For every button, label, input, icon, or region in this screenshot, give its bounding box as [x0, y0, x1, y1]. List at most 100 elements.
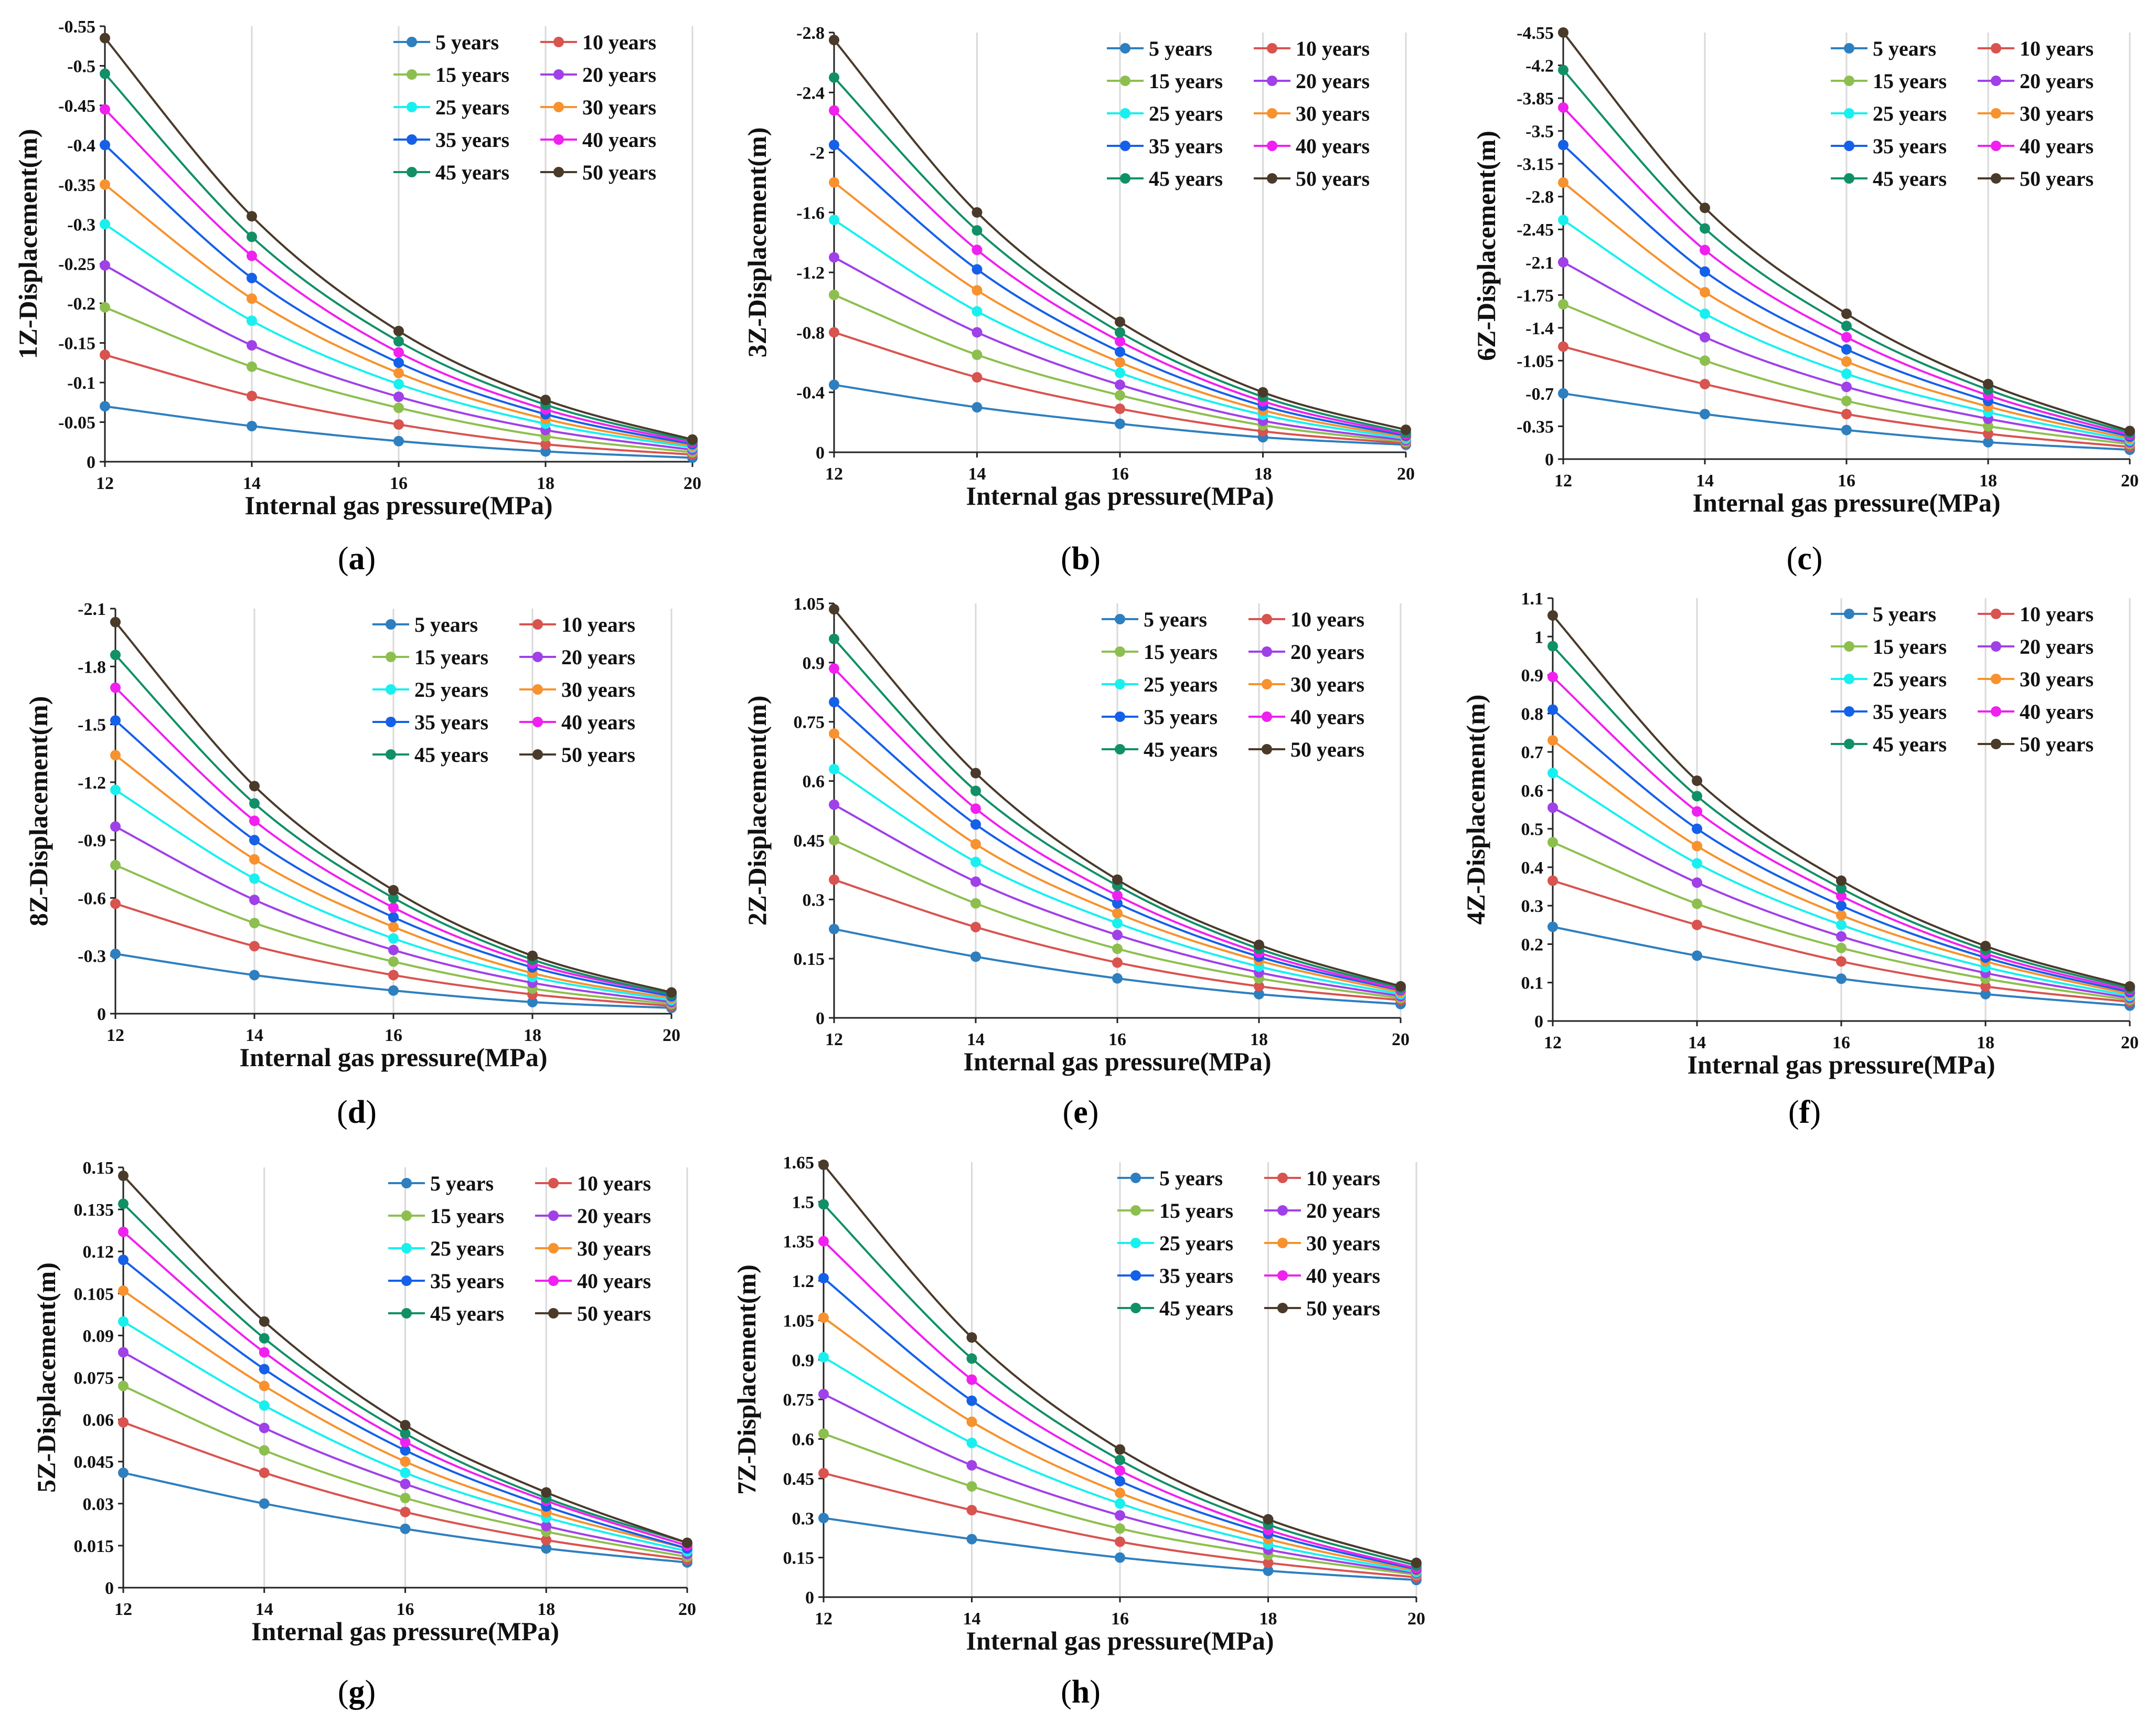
legend-label: 40 years [1296, 134, 1370, 158]
data-point [249, 941, 260, 952]
legend-label: 25 years [435, 95, 509, 119]
legend-marker [1267, 141, 1277, 151]
legend-marker [532, 717, 543, 727]
y-axis-title: 8Z-Displacement(m) [24, 696, 53, 927]
data-point [1115, 316, 1125, 327]
data-point [110, 650, 121, 661]
data-point [249, 895, 260, 906]
legend-marker [407, 69, 417, 80]
legend-marker [1277, 1205, 1288, 1216]
data-point [1115, 403, 1125, 414]
data-point [1115, 1465, 1125, 1476]
y-tick-label: 0 [105, 1579, 114, 1598]
series-line [104, 37, 693, 441]
data-point [1115, 418, 1125, 429]
legend-marker [1844, 739, 1854, 749]
legend-marker [532, 619, 543, 630]
data-point [400, 1456, 411, 1467]
x-tick-label: 20 [684, 474, 701, 493]
data-point [1547, 802, 1558, 813]
y-tick-label: 0.105 [74, 1284, 114, 1304]
data-point [118, 1171, 129, 1182]
legend-label: 30 years [561, 678, 635, 701]
legend-marker [1991, 76, 2001, 86]
series-line [122, 1203, 688, 1544]
y-tick-label: -1.5 [78, 716, 106, 735]
data-point [972, 264, 983, 275]
data-point [818, 1312, 829, 1323]
legend-label: 25 years [1144, 673, 1218, 696]
y-tick-label: 0.015 [74, 1537, 114, 1556]
y-tick-label: -0.6 [78, 889, 106, 908]
data-point [247, 421, 257, 432]
x-tick-label: 20 [2121, 471, 2139, 491]
data-point [247, 340, 257, 351]
data-point [1841, 356, 1852, 367]
data-point [118, 1285, 129, 1296]
data-point [1112, 943, 1123, 954]
y-tick-label: 0 [87, 453, 95, 472]
legend-marker [1844, 141, 1854, 151]
data-point [970, 951, 981, 962]
panel-d: 0 -0.3 -0.6 -0.9 -1.2 -1.5 -1.8 -2.1 12 14 16 18 20 I… [24, 600, 680, 1130]
panel-caption-letter: g [349, 1674, 365, 1710]
data-point [1547, 735, 1558, 746]
legend-label: 30 years [582, 95, 656, 119]
x-tick-label: 18 [1977, 1033, 1994, 1052]
panel-caption: (h) [1061, 1674, 1101, 1710]
legend-marker [1120, 76, 1130, 86]
y-tick-label: 0.3 [1521, 897, 1544, 916]
legend-label: 50 years [1306, 1296, 1380, 1320]
y-tick-label: 1.2 [792, 1272, 815, 1291]
data-point [829, 215, 839, 226]
legend-marker [1991, 173, 2001, 184]
y-tick-label: 1.05 [794, 594, 825, 614]
legend-marker [1844, 706, 1854, 717]
legend-label: 10 years [1290, 608, 1364, 631]
legend-label: 20 years [582, 63, 656, 87]
legend-marker [548, 1308, 559, 1319]
data-point [966, 1395, 977, 1406]
data-point [1700, 286, 1710, 297]
legend-marker [1130, 1270, 1141, 1281]
data-point [249, 835, 260, 846]
legend-label: 25 years [1873, 102, 1947, 125]
data-point [1558, 177, 1568, 188]
data-point [1841, 368, 1852, 379]
y-axis-title: 7Z-Displacement(m) [732, 1264, 761, 1495]
legend-marker [1844, 43, 1854, 54]
legend-label: 30 years [1296, 102, 1370, 125]
panel-caption-letter: e [1073, 1094, 1088, 1130]
data-point [829, 177, 839, 188]
legend-marker [1262, 711, 1272, 722]
legend-marker [1262, 646, 1272, 657]
x-tick-label: 16 [1111, 1609, 1129, 1629]
legend-label: 50 years [2020, 167, 2094, 190]
y-tick-label: 0.45 [794, 831, 825, 850]
data-point [259, 1498, 270, 1509]
legend-marker [1130, 1173, 1141, 1183]
x-tick-label: 16 [1838, 471, 1855, 491]
data-point [1700, 244, 1710, 256]
legend-marker [386, 619, 396, 630]
y-tick-label: 0.15 [783, 1549, 815, 1568]
legend-label: 35 years [414, 710, 488, 734]
y-tick-label: -1.75 [1517, 286, 1554, 305]
legend-label: 20 years [2020, 69, 2094, 93]
legend-marker [1844, 173, 1854, 184]
data-point [1411, 1557, 1422, 1568]
legend-label: 40 years [561, 710, 635, 734]
data-point [1841, 396, 1852, 407]
panel-caption-letter: d [348, 1094, 366, 1130]
y-tick-label: 0.06 [83, 1411, 114, 1430]
data-point [247, 211, 257, 222]
x-tick-label: 20 [663, 1026, 680, 1045]
series-line [833, 608, 1401, 987]
legend-marker [1991, 141, 2001, 151]
y-tick-label: 0 [816, 443, 825, 463]
data-point [829, 72, 839, 83]
legend-label: 30 years [577, 1237, 651, 1260]
x-tick-label: 16 [385, 1026, 402, 1045]
legend-marker [1991, 641, 2001, 652]
legend-marker [401, 1210, 412, 1221]
